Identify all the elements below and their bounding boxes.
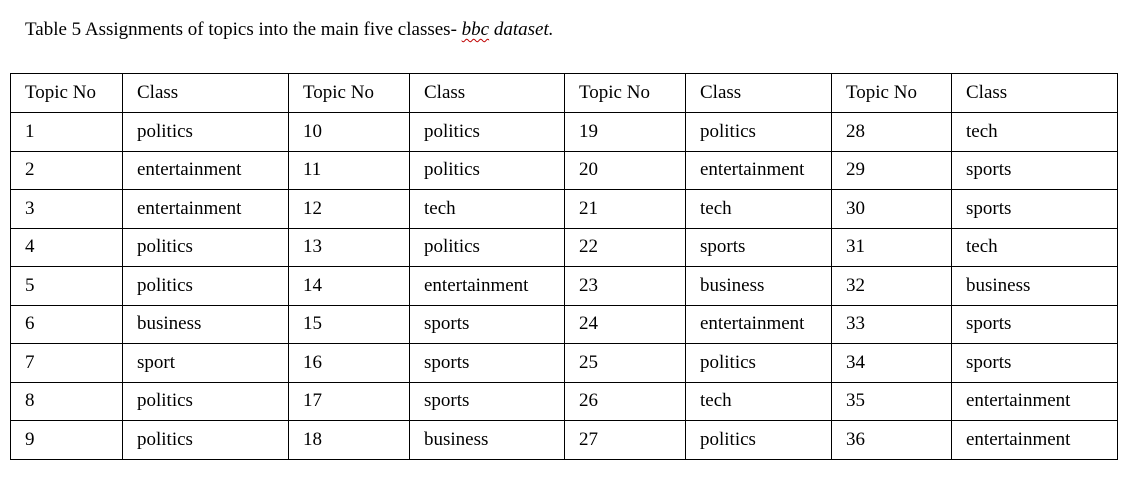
class-cell: sports — [951, 189, 1118, 229]
class-cell: politics — [122, 112, 289, 152]
class-cell: sports — [409, 343, 565, 383]
class-cell: sport — [122, 343, 289, 383]
header-cell: Topic No — [564, 73, 686, 113]
class-cell: sports — [685, 227, 832, 267]
class-cell: entertainment — [122, 189, 289, 229]
table-header-row: Topic No Class Topic No Class Topic No C… — [10, 73, 1118, 113]
topic-number-cell: 23 — [564, 266, 686, 306]
caption-misspelled-word: bbc — [461, 19, 490, 40]
class-cell: sports — [409, 304, 565, 344]
class-cell: tech — [951, 112, 1118, 152]
topic-number-cell: 16 — [288, 343, 410, 383]
table-row: 8 politics 17 sports 26 tech 35 entertainment — [10, 381, 1118, 421]
topic-number-cell: 12 — [288, 189, 410, 229]
class-cell: politics — [409, 150, 565, 190]
class-cell: politics — [685, 420, 832, 460]
class-cell: politics — [122, 381, 289, 421]
class-cell: politics — [122, 420, 289, 460]
class-cell: politics — [685, 343, 832, 383]
topic-number-cell: 29 — [831, 150, 952, 190]
header-cell: Class — [951, 73, 1118, 113]
topic-number-cell: 4 — [10, 227, 123, 267]
table-row: 3 entertainment 12 tech 21 tech 30 sports — [10, 189, 1118, 229]
topic-number-cell: 14 — [288, 266, 410, 306]
table-row: 5 politics 14 entertainment 23 business 32 busi… — [10, 266, 1118, 306]
table-caption: Table 5 Assignments of topics into the m… — [25, 18, 553, 42]
class-cell: politics — [685, 112, 832, 152]
topic-number-cell: 15 — [288, 304, 410, 344]
topic-number-cell: 10 — [288, 112, 410, 152]
class-cell: business — [951, 266, 1118, 306]
topic-number-cell: 25 — [564, 343, 686, 383]
class-cell: sports — [951, 304, 1118, 344]
topic-number-cell: 2 — [10, 150, 123, 190]
caption-suffix: dataset. — [489, 19, 554, 40]
topic-number-cell: 36 — [831, 420, 952, 460]
topic-number-cell: 5 — [10, 266, 123, 306]
topic-number-cell: 19 — [564, 112, 686, 152]
topic-number-cell: 27 — [564, 420, 686, 460]
class-cell: tech — [685, 189, 832, 229]
topic-number-cell: 35 — [831, 381, 952, 421]
table-row: 9 politics 18 business 27 politics 36 entertain… — [10, 420, 1118, 460]
topic-number-cell: 32 — [831, 266, 952, 306]
class-cell: tech — [951, 227, 1118, 267]
header-cell: Class — [685, 73, 832, 113]
class-cell: entertainment — [685, 150, 832, 190]
topic-number-cell: 6 — [10, 304, 123, 344]
topic-number-cell: 33 — [831, 304, 952, 344]
header-cell: Topic No — [10, 73, 123, 113]
class-cell: business — [685, 266, 832, 306]
table-body: Topic No Class Topic No Class Topic No C… — [10, 73, 1118, 460]
topic-number-cell: 7 — [10, 343, 123, 383]
class-cell: tech — [685, 381, 832, 421]
table-row: 6 business 15 sports 24 entertainment 33 sports — [10, 304, 1118, 344]
class-cell: sports — [409, 381, 565, 421]
class-cell: tech — [409, 189, 565, 229]
topic-number-cell: 17 — [288, 381, 410, 421]
table-row: 1 politics 10 politics 19 politics 28 tech — [10, 112, 1118, 152]
caption-prefix: Table 5 Assignments of topics into the m… — [25, 19, 462, 40]
class-cell: politics — [122, 227, 289, 267]
topic-number-cell: 28 — [831, 112, 952, 152]
topic-number-cell: 13 — [288, 227, 410, 267]
class-cell: entertainment — [122, 150, 289, 190]
class-cell: sports — [951, 150, 1118, 190]
table-row: 2 entertainment 11 politics 20 entertainment 2… — [10, 150, 1118, 190]
topic-number-cell: 3 — [10, 189, 123, 229]
topic-number-cell: 21 — [564, 189, 686, 229]
header-cell: Topic No — [831, 73, 952, 113]
topic-number-cell: 24 — [564, 304, 686, 344]
topics-table: Topic No Class Topic No Class Topic No C… — [10, 73, 1118, 460]
class-cell: business — [122, 304, 289, 344]
class-cell: entertainment — [685, 304, 832, 344]
topic-number-cell: 31 — [831, 227, 952, 267]
header-cell: Topic No — [288, 73, 410, 113]
class-cell: sports — [951, 343, 1118, 383]
table-row: 4 politics 13 politics 22 sports 31 tech — [10, 227, 1118, 267]
class-cell: politics — [409, 112, 565, 152]
topic-number-cell: 20 — [564, 150, 686, 190]
class-cell: entertainment — [951, 381, 1118, 421]
class-cell: entertainment — [409, 266, 565, 306]
class-cell: business — [409, 420, 565, 460]
topic-number-cell: 9 — [10, 420, 123, 460]
topic-number-cell: 8 — [10, 381, 123, 421]
topic-number-cell: 1 — [10, 112, 123, 152]
class-cell: entertainment — [951, 420, 1118, 460]
topic-number-cell: 34 — [831, 343, 952, 383]
topic-number-cell: 26 — [564, 381, 686, 421]
topic-number-cell: 22 — [564, 227, 686, 267]
class-cell: politics — [409, 227, 565, 267]
topic-number-cell: 18 — [288, 420, 410, 460]
header-cell: Class — [122, 73, 289, 113]
header-cell: Class — [409, 73, 565, 113]
topic-number-cell: 11 — [288, 150, 410, 190]
class-cell: politics — [122, 266, 289, 306]
table-row: 7 sport 16 sports 25 politics 34 sports — [10, 343, 1118, 383]
topic-number-cell: 30 — [831, 189, 952, 229]
